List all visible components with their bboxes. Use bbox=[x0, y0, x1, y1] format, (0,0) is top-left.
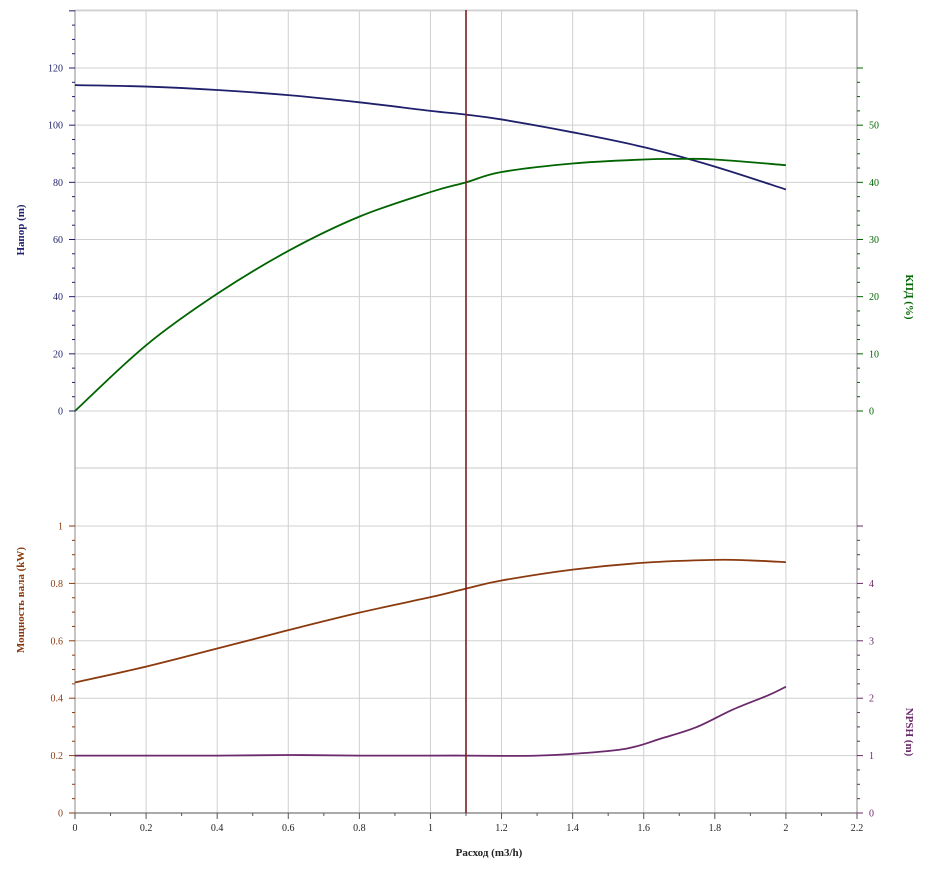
y-right-tick-label: 30 bbox=[869, 235, 879, 246]
head-curve bbox=[74, 84, 787, 191]
y-left-tick-label: 80 bbox=[53, 178, 63, 189]
y-left-tick-label: 40 bbox=[53, 292, 63, 303]
npsh-curve bbox=[75, 685, 787, 757]
y-right-tick-label: 1 bbox=[869, 751, 874, 762]
x-tick-label: 1.6 bbox=[637, 823, 650, 834]
y-left-tick-label: 0.8 bbox=[51, 579, 64, 590]
labels-layer: Расход (m3/h) Напор (m) КПД (%) Мощность… bbox=[15, 64, 915, 860]
y-left-tick-label: 0 bbox=[58, 809, 63, 820]
x-tick-label: 1.2 bbox=[495, 823, 508, 834]
y-right-tick-label: 20 bbox=[869, 292, 879, 303]
x-tick-label: 0.6 bbox=[282, 823, 295, 834]
x-tick-label: 0.4 bbox=[211, 823, 224, 834]
y-left-tick-label: 0.4 bbox=[51, 694, 64, 705]
y-right-tick-label: 2 bbox=[869, 694, 874, 705]
x-tick-label: 2 bbox=[783, 823, 788, 834]
x-tick-label: 1.8 bbox=[709, 823, 722, 834]
y-left-tick-label: 20 bbox=[53, 349, 63, 360]
y-right-tick-label: 10 bbox=[869, 349, 879, 360]
y-left-tick-label: 0.2 bbox=[51, 751, 64, 762]
efficiency-axis-title: КПД (%) bbox=[903, 274, 915, 320]
efficiency-curve bbox=[74, 157, 786, 412]
x-tick-label: 0 bbox=[73, 823, 78, 834]
npsh-axis-title: NPSH (m) bbox=[903, 708, 915, 757]
y-left-tick-label: 1 bbox=[58, 522, 63, 533]
y-left-tick-label: 0 bbox=[58, 407, 63, 418]
series-layer bbox=[74, 10, 787, 813]
y-right-tick-label: 3 bbox=[869, 636, 874, 647]
x-tick-label: 2.2 bbox=[851, 823, 864, 834]
y-right-tick-label: 4 bbox=[869, 579, 874, 590]
x-tick-label: 0.8 bbox=[353, 823, 366, 834]
x-tick-label: 1 bbox=[428, 823, 433, 834]
y-left-tick-label: 0.6 bbox=[51, 636, 64, 647]
x-tick-label: 0.2 bbox=[140, 823, 153, 834]
shaft-power-axis-title: Мощность вала (kW) bbox=[15, 547, 27, 653]
y-right-tick-label: 0 bbox=[869, 407, 874, 418]
x-tick-label: 1.4 bbox=[566, 823, 579, 834]
y-right-tick-label: 40 bbox=[869, 178, 879, 189]
head-axis-title: Напор (m) bbox=[15, 204, 27, 255]
y-left-tick-label: 120 bbox=[48, 64, 63, 75]
y-left-tick-label: 100 bbox=[48, 121, 63, 132]
y-right-tick-label: 50 bbox=[869, 121, 879, 132]
y-left-tick-label: 60 bbox=[53, 235, 63, 246]
x-axis-title: Расход (m3/h) bbox=[456, 847, 523, 859]
y-right-tick-label: 0 bbox=[869, 809, 874, 820]
